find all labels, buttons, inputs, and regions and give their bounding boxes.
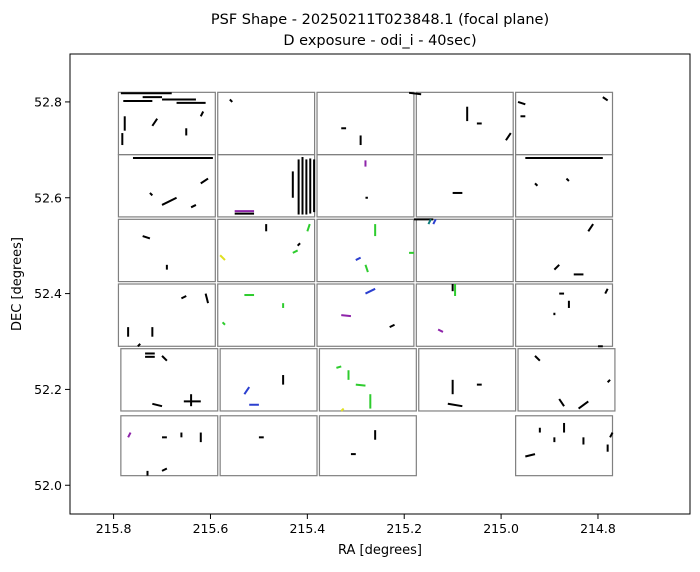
ccd-outline: [515, 415, 614, 477]
psf-whisker: [292, 249, 299, 254]
ccd-outline: [219, 415, 318, 477]
psf-whisker: [161, 196, 178, 206]
psf-whisker: [200, 177, 209, 185]
x-tick-label: 215.6: [193, 521, 229, 536]
psf-whisker: [364, 264, 369, 273]
plot-area: [117, 91, 616, 477]
ccd-outline: [418, 348, 517, 412]
y-tick-label: 52.6: [34, 190, 62, 205]
y-axis-ticks: 52.0 52.2 52.4 52.6 52.8: [34, 94, 70, 493]
ccd-outline: [117, 218, 216, 283]
psf-whisker: [142, 235, 151, 240]
psf-whisker: [447, 402, 463, 408]
psf-whisker: [204, 293, 210, 304]
psf-whisker: [341, 314, 352, 318]
ccd-outline: [415, 154, 514, 218]
psf-whisker: [152, 402, 163, 408]
psf-whisker: [137, 343, 141, 348]
psf-whisker: [180, 295, 187, 300]
ccd-outline: [515, 218, 614, 283]
psf-whisker: [221, 321, 226, 326]
psf-whisker: [190, 204, 197, 209]
psf-whisker: [517, 100, 526, 106]
ccd-outline: [120, 415, 219, 477]
y-tick-label: 52.4: [34, 286, 62, 301]
y-tick-label: 52.8: [34, 94, 62, 109]
x-tick-label: 215.8: [96, 521, 132, 536]
ccd-outline: [316, 283, 415, 347]
ccd-outline: [217, 283, 316, 347]
psf-whisker: [243, 386, 251, 395]
ccd-outline: [515, 283, 614, 347]
x-axis-ticks: 215.8 215.6 215.4 215.2 215.0 214.8: [96, 514, 616, 536]
psf-whisker: [355, 383, 366, 387]
ccd-outline: [316, 154, 415, 218]
x-tick-label: 215.4: [289, 521, 325, 536]
ccd-outline: [117, 154, 216, 218]
ccd-outline: [217, 218, 316, 283]
psf-whisker: [340, 407, 345, 412]
psf-whisker: [161, 467, 168, 472]
x-tick-label: 215.2: [386, 521, 422, 536]
axes-frame: [69, 53, 691, 515]
psf-whisker: [553, 264, 560, 271]
x-tick-label: 215.0: [483, 521, 519, 536]
x-axis-label: RA [degrees]: [338, 543, 422, 558]
psf-whisker: [151, 118, 159, 127]
y-tick-label: 52.2: [34, 382, 62, 397]
psf-whisker: [437, 328, 444, 333]
psf-whisker: [534, 355, 541, 362]
psf-whisker: [427, 218, 432, 225]
ccd-outline: [515, 154, 614, 218]
psf-whisker: [432, 218, 437, 225]
psf-whisker: [534, 182, 539, 187]
ccd-outline: [415, 283, 514, 347]
psf-whisker: [602, 96, 609, 102]
ccd-outline: [318, 348, 417, 412]
ccd-outline: [318, 415, 417, 477]
psf-whisker: [365, 287, 376, 295]
psf-whisker: [558, 398, 565, 407]
ccd-outline: [415, 218, 514, 283]
y-axis-label: DEC [degrees]: [10, 237, 25, 331]
psf-whisker: [606, 379, 611, 383]
psf-whisker: [199, 111, 205, 117]
ccd-outline: [316, 218, 415, 283]
ccd-outline: [316, 91, 415, 156]
psf-whisker: [408, 91, 422, 96]
ccd-outline: [219, 348, 318, 412]
psf-whisker: [577, 400, 589, 410]
psf-whisker: [525, 453, 536, 458]
psf-whisker: [565, 177, 570, 182]
psf-whisker: [336, 365, 342, 369]
ccd-outline: [120, 348, 219, 412]
psf-whisker: [355, 256, 362, 261]
ccd-outline: [117, 283, 216, 347]
psf-whisker: [229, 98, 233, 103]
psf-whisker: [306, 223, 311, 232]
ccd-outline: [515, 91, 614, 156]
chart-title-line-2: D exposure - odi_i - 40sec): [283, 33, 476, 49]
psf-whisker: [296, 242, 301, 247]
y-tick-label: 52.0: [34, 478, 62, 493]
x-tick-label: 214.8: [580, 521, 616, 536]
psf-whisker: [161, 355, 168, 362]
chart-title-line-1: PSF Shape - 20250211T023848.1 (focal pla…: [211, 12, 549, 28]
psf-whisker: [149, 192, 154, 197]
psf-whisker: [127, 432, 132, 438]
psf-whisker: [389, 323, 395, 329]
ccd-outline: [517, 348, 616, 412]
ccd-outline: [415, 91, 514, 156]
psf-whisker: [609, 432, 614, 438]
psf-whisker: [604, 288, 609, 295]
ccd-outline: [217, 154, 316, 218]
psf-whisker: [587, 223, 594, 232]
psf-whisker: [505, 132, 512, 141]
psf-whisker: [219, 254, 226, 261]
